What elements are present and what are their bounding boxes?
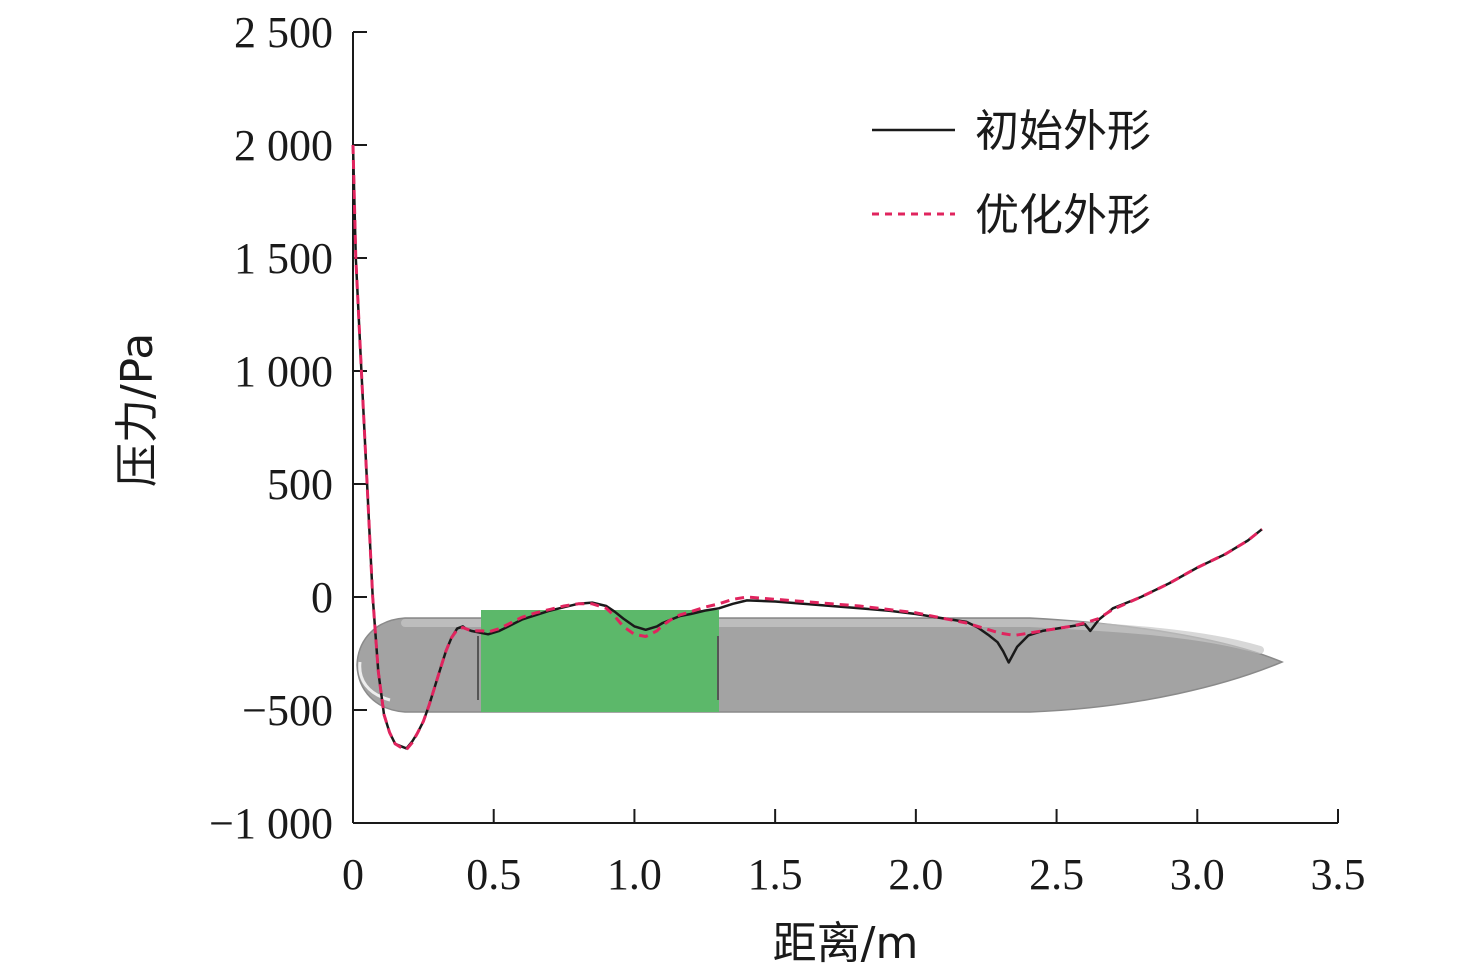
legend-label: 初始外形 (975, 106, 1151, 157)
x-tick-label: 1.0 (607, 850, 662, 899)
y-tick-label: −1 000 (209, 799, 333, 848)
series-line-optimized (351, 144, 1263, 751)
y-tick-label: 0 (311, 573, 333, 622)
x-tick-label: 0 (342, 850, 364, 899)
legend-label: 优化外形 (975, 190, 1151, 241)
x-axis-title: 距离/m (773, 918, 919, 969)
y-tick-label: 2 500 (234, 8, 333, 57)
x-tick-label: 0.5 (466, 850, 521, 899)
y-tick-label: 500 (267, 460, 333, 509)
hull-section (481, 610, 719, 712)
x-tick-label: 2.5 (1029, 850, 1084, 899)
y-axis-title: 压力/Pa (112, 333, 163, 487)
y-tick-label: 1 500 (234, 234, 333, 283)
y-tick-label: 2 000 (234, 121, 333, 170)
series-lines (351, 144, 1263, 751)
x-tick-label: 3.0 (1170, 850, 1225, 899)
y-tick-label: 1 000 (234, 347, 333, 396)
hull-nose-highlight (358, 661, 391, 702)
hull-highlight (401, 619, 1264, 654)
axes: −1 000 −500 0 500 1 000 1 500 2 000 2 500 0 0.5 1.… (112, 8, 1366, 969)
hull-illustration (356, 610, 1284, 713)
x-tick-label: 3.5 (1311, 850, 1366, 899)
y-tick-label: −500 (242, 686, 333, 735)
x-tick-label: 1.5 (748, 850, 803, 899)
x-tick-label: 2.0 (888, 850, 943, 899)
